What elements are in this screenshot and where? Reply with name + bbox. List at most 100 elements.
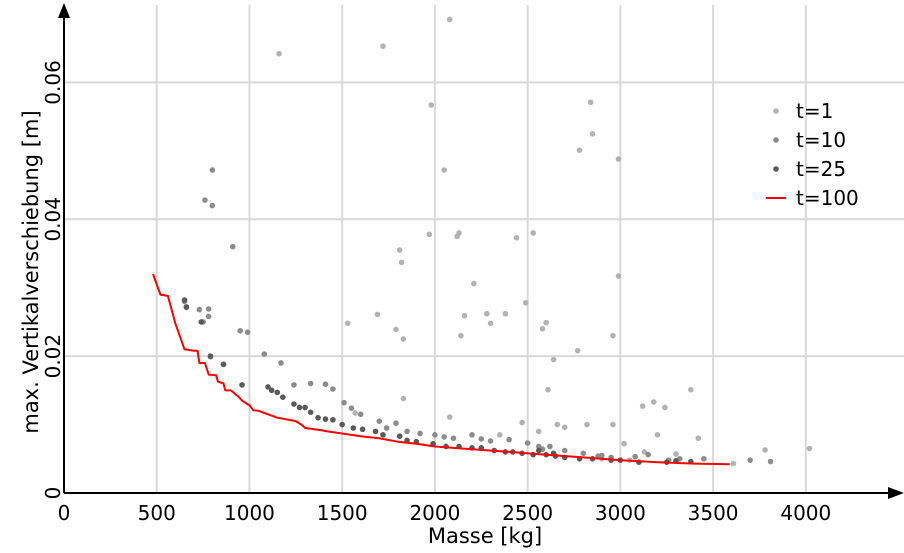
data-point bbox=[265, 384, 271, 390]
data-point bbox=[478, 436, 485, 442]
data-point bbox=[701, 455, 707, 462]
series-line bbox=[152, 273, 730, 466]
data-point bbox=[487, 320, 494, 327]
data-point bbox=[547, 443, 553, 450]
data-point bbox=[209, 202, 216, 209]
data-point bbox=[506, 436, 512, 443]
data-point bbox=[276, 50, 282, 57]
data-point bbox=[730, 460, 737, 467]
data-point bbox=[357, 411, 364, 418]
data-point bbox=[396, 433, 403, 440]
data-point bbox=[450, 435, 457, 442]
y-tick-label: 0.06 bbox=[41, 60, 65, 105]
data-point bbox=[484, 310, 490, 317]
data-point bbox=[446, 414, 453, 420]
data-point bbox=[524, 440, 531, 446]
data-point bbox=[398, 259, 405, 266]
data-point bbox=[610, 421, 616, 428]
data-point bbox=[400, 395, 407, 402]
data-point bbox=[550, 356, 557, 363]
x-tick-label: 0 bbox=[58, 501, 71, 525]
data-point bbox=[535, 428, 542, 435]
data-point bbox=[237, 328, 243, 334]
data-point bbox=[654, 432, 661, 438]
data-point bbox=[535, 447, 542, 454]
data-point bbox=[441, 434, 447, 440]
data-point bbox=[322, 381, 329, 387]
data-point bbox=[268, 387, 275, 394]
data-point bbox=[587, 99, 594, 106]
data-point bbox=[417, 430, 423, 437]
data-point bbox=[767, 458, 774, 465]
data-point bbox=[291, 401, 297, 407]
legend-swatch bbox=[773, 137, 779, 143]
data-point bbox=[539, 325, 546, 332]
data-point bbox=[209, 167, 216, 173]
legend-label: t=10 bbox=[796, 128, 846, 152]
data-point bbox=[530, 230, 536, 236]
plot-area bbox=[152, 16, 813, 467]
y-tick-label: 0.02 bbox=[41, 334, 65, 379]
data-point bbox=[322, 416, 329, 422]
data-point bbox=[584, 421, 590, 428]
x-tick-label: 1000 bbox=[224, 501, 275, 525]
data-point bbox=[432, 432, 438, 438]
data-point bbox=[307, 380, 314, 387]
data-point bbox=[610, 332, 616, 339]
data-point bbox=[396, 247, 403, 253]
data-point bbox=[688, 386, 694, 393]
x-tick-label: 2500 bbox=[502, 501, 553, 525]
data-point bbox=[519, 419, 525, 426]
axes bbox=[58, 3, 904, 499]
data-point bbox=[615, 156, 622, 162]
data-point bbox=[502, 310, 509, 317]
data-point bbox=[280, 394, 286, 401]
data-point bbox=[350, 425, 357, 431]
data-point bbox=[205, 313, 212, 320]
data-point bbox=[469, 432, 475, 438]
data-point bbox=[639, 403, 646, 409]
data-point bbox=[274, 389, 281, 396]
x-tick-label: 3000 bbox=[595, 501, 646, 525]
data-point bbox=[456, 230, 462, 236]
x-axis-label: Masse [kg] bbox=[428, 524, 542, 548]
y-axis-arrow bbox=[58, 3, 70, 18]
x-axis-arrow bbox=[888, 487, 904, 499]
data-point bbox=[545, 386, 551, 393]
data-point bbox=[341, 399, 347, 406]
data-point bbox=[380, 43, 386, 49]
data-point bbox=[747, 457, 753, 463]
data-point bbox=[315, 414, 321, 421]
data-point bbox=[348, 405, 355, 411]
data-point bbox=[471, 280, 477, 287]
data-point bbox=[244, 329, 251, 335]
data-point bbox=[330, 416, 336, 423]
data-point bbox=[339, 421, 345, 428]
data-point bbox=[513, 234, 520, 241]
data-point bbox=[183, 304, 190, 310]
data-point bbox=[621, 440, 627, 447]
data-point bbox=[239, 382, 245, 388]
data-point bbox=[205, 306, 212, 312]
legend-label: t=25 bbox=[796, 157, 846, 181]
data-point bbox=[393, 326, 399, 333]
data-point bbox=[695, 435, 702, 442]
data-point bbox=[359, 426, 366, 433]
y-axis-label: max. Vertikalverschiebung [m] bbox=[19, 110, 43, 433]
data-point bbox=[441, 167, 447, 173]
data-point bbox=[330, 386, 336, 392]
data-point bbox=[428, 102, 435, 108]
x-tick-label: 2000 bbox=[409, 501, 460, 525]
data-point bbox=[632, 453, 638, 460]
data-point bbox=[291, 382, 297, 388]
y-tick-label: 0 bbox=[41, 487, 65, 500]
data-point bbox=[278, 360, 284, 366]
data-point bbox=[762, 447, 768, 453]
data-point bbox=[446, 16, 453, 23]
x-tick-label: 4000 bbox=[780, 501, 831, 525]
y-tick-label: 0.04 bbox=[41, 197, 65, 242]
data-point bbox=[580, 450, 587, 457]
data-point bbox=[404, 428, 410, 435]
data-point bbox=[220, 361, 227, 368]
